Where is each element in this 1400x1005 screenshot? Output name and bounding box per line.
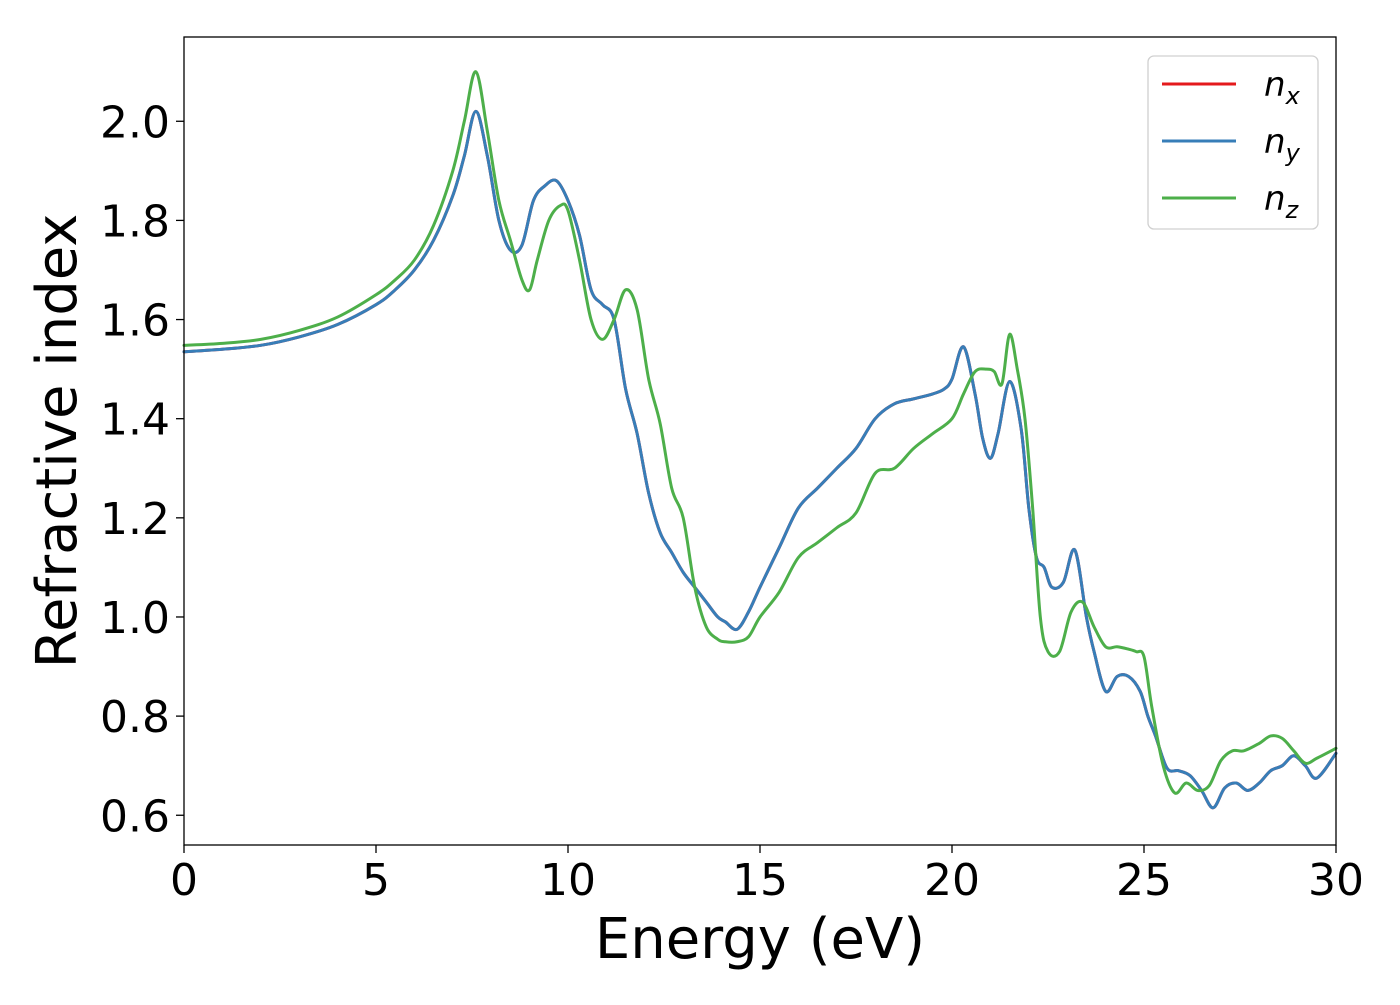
x-axis-title: Energy (eV) [595,907,925,972]
legend-label-z: nz [1264,179,1300,224]
series-line-z [182,70,1338,795]
x-tick-label: 0 [170,855,198,906]
x-tick-label: 10 [540,855,596,906]
y-tick-label: 1.4 [100,395,170,446]
y-axis-ticks: 0.6 0.8 1.0 1.2 1.4 1.6 1.8 2.0 [100,97,184,842]
y-tick-label: 1.8 [100,196,170,247]
x-tick-label: 5 [362,855,390,906]
y-tick-label: 1.2 [100,494,170,545]
y-axis-title: Refractive index [25,214,90,669]
y-tick-label: 2.0 [100,97,170,148]
series-layer [182,70,1338,810]
y-tick-label: 0.8 [100,692,170,743]
x-tick-label: 20 [924,855,980,906]
y-tick-label: 0.6 [100,791,170,842]
legend-label-y: ny [1264,122,1301,167]
y-tick-label: 1.6 [100,296,170,347]
x-axis-ticks: 0 5 10 15 20 25 30 [170,845,1364,906]
legend-label-x: nx [1264,65,1301,110]
x-tick-label: 30 [1308,855,1364,906]
x-tick-label: 25 [1116,855,1172,906]
legend: nx ny nz [1147,55,1319,230]
series-line-y [182,109,1338,810]
x-tick-label: 15 [732,855,788,906]
y-tick-label: 1.0 [100,593,170,644]
